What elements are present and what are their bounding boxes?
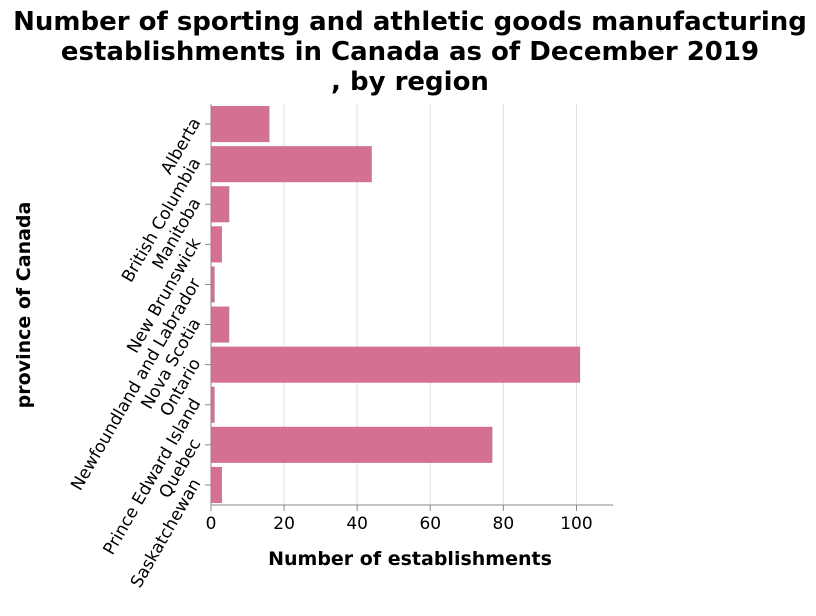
bar-saskatchewan [211, 466, 222, 503]
bar-ontario [211, 346, 581, 383]
x-axis-title: Number of establishments [268, 548, 552, 570]
x-tick-label: 100 [560, 514, 592, 534]
x-tick-label: 40 [346, 514, 368, 534]
x-tick-label: 0 [206, 514, 217, 534]
bars [211, 106, 581, 503]
x-tick-label: 80 [493, 514, 515, 534]
bar-manitoba [211, 186, 230, 223]
bar-british-columbia [211, 146, 372, 183]
chart-title-line-3: , by region [331, 67, 489, 97]
bar-quebec [211, 426, 493, 463]
bar-newfoundland-and-labrador [211, 266, 215, 303]
y-axis-title: province of Canada [13, 202, 35, 409]
bar-prince-edward-island [211, 386, 215, 423]
axes [205, 104, 613, 511]
x-tick-labels: 0 20 40 60 80 100 [206, 514, 593, 534]
bar-new-brunswick [211, 226, 222, 263]
chart-title-line-2: establishments in Canada as of December … [61, 37, 759, 67]
x-tick-label: 60 [419, 514, 441, 534]
bar-nova-scotia [211, 306, 230, 343]
x-tick-label: 20 [273, 514, 295, 534]
bar-alberta [211, 106, 270, 143]
chart-title-line-1: Number of sporting and athletic goods ma… [13, 7, 807, 37]
